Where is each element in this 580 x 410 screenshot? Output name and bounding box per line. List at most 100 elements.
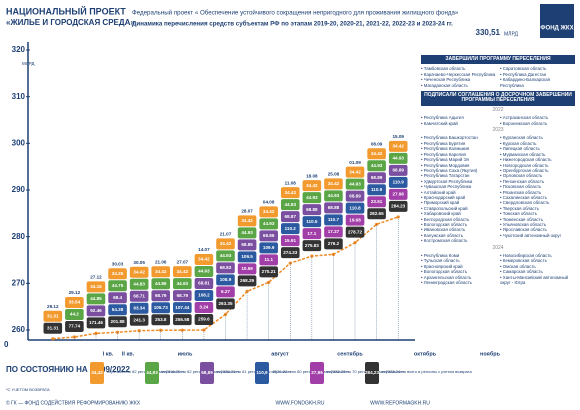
tile-label: 68.79 <box>155 293 167 298</box>
tile-label: 3.24 <box>199 305 208 310</box>
tile <box>388 140 408 152</box>
tile-label: 17.27 <box>328 229 340 234</box>
tile-label: 105.73 <box>154 305 168 310</box>
tile-label: 34.42 <box>155 269 167 274</box>
tile <box>108 268 127 280</box>
tile <box>280 235 300 247</box>
region: Омская область <box>500 264 575 269</box>
tile <box>237 251 257 263</box>
tile <box>237 239 257 251</box>
region: Рязанская область <box>500 190 575 195</box>
tile-label: 44.93 <box>306 195 318 200</box>
tile <box>216 262 235 274</box>
tile-label: 17.1 <box>307 231 316 236</box>
tile <box>345 166 365 178</box>
tile <box>280 223 300 235</box>
region: Магаданская область <box>421 83 496 88</box>
region: Белгородская область <box>421 217 496 222</box>
tile-label: 44.93 <box>328 193 340 198</box>
tile <box>86 293 106 305</box>
tile-label: 34.42 <box>349 169 361 174</box>
legend-swatch <box>310 362 324 384</box>
logo: ФОНД ЖКХ <box>540 26 573 32</box>
tile <box>280 199 300 211</box>
date-label: 15.09 <box>392 134 404 139</box>
region: Ярославская область <box>500 227 575 232</box>
tile <box>194 314 214 326</box>
region: Свердловская область <box>500 200 575 205</box>
tile <box>280 187 300 199</box>
date-label: 11.08 <box>285 180 297 185</box>
tile <box>302 180 322 192</box>
tile-label: 110.9 <box>393 180 405 185</box>
tile <box>237 215 257 227</box>
as-of: ПО СОСТОЯНИЮ НА 19/09/2022 <box>6 365 130 374</box>
tile-label: 6.27 <box>221 289 230 294</box>
tile <box>302 228 322 240</box>
region: Астраханская область <box>500 115 575 120</box>
tile-label: 68.83 <box>220 265 232 270</box>
region: Карачаево-Черкесская Республика <box>421 72 496 77</box>
tile-label: 44.93 <box>177 281 189 286</box>
y-tick-label: 300 <box>12 138 26 147</box>
tile <box>216 238 235 250</box>
month-label: ноябрь <box>480 350 501 357</box>
tile <box>302 240 322 252</box>
tile <box>216 274 235 286</box>
tile-label: 68.85 <box>241 242 253 247</box>
tile-label: 268.29 <box>240 278 254 283</box>
region: Сахалинская область <box>500 195 575 200</box>
tile <box>302 192 322 204</box>
tile-label: 110.9 <box>371 187 383 192</box>
region: Республика Татарстан <box>421 173 496 178</box>
tile-label: 171.46 <box>89 320 103 325</box>
tile <box>237 263 257 275</box>
region: Костромская область <box>421 238 496 243</box>
legend-swatch <box>365 362 379 384</box>
month-label: II кв. <box>122 351 135 357</box>
tile-label: 44.2 <box>70 312 79 317</box>
tile <box>129 302 149 314</box>
y-tick-label: 260 <box>12 325 26 334</box>
date-label: 28.07 <box>241 209 253 214</box>
legend-swatch <box>200 362 214 384</box>
region-list: Республика КомиТульская областьКрасноярс… <box>421 253 575 285</box>
region: Саратовская область <box>500 66 575 71</box>
tile-label: 110.2 <box>285 226 297 231</box>
region: Тамбовская область <box>421 66 496 71</box>
tile <box>388 152 408 164</box>
legend-value: 44,93 <box>146 370 158 375</box>
region: Республика Дагестан <box>500 72 575 77</box>
tile-label: 68.89 <box>392 168 404 173</box>
tile-label: 108.2 <box>198 293 210 298</box>
tile <box>302 204 322 216</box>
tile <box>388 176 408 188</box>
date-label: 18.08 <box>306 173 318 178</box>
tile <box>108 316 127 328</box>
tile <box>367 172 386 184</box>
tile <box>237 275 257 287</box>
tile-label: 34.42 <box>220 241 232 246</box>
tile-label: 110.7 <box>328 217 340 222</box>
tile-label: 92.46 <box>90 308 102 313</box>
tile <box>151 290 171 302</box>
tile <box>216 286 235 298</box>
tile <box>367 208 386 220</box>
y-tick-label: 280 <box>12 232 26 241</box>
tile-label: 15.91 <box>285 238 297 243</box>
region: Вологодская область <box>421 269 496 274</box>
region: Чувашская Республика <box>421 184 496 189</box>
tile <box>345 190 365 202</box>
tile <box>65 321 84 333</box>
date-label: 27.12 <box>90 275 102 280</box>
tile <box>173 278 192 290</box>
tile <box>367 184 386 196</box>
region: Псковская область <box>500 184 575 189</box>
region: Удмуртская Республика <box>421 179 496 184</box>
tile <box>367 148 386 160</box>
tile <box>216 250 235 262</box>
tile-label: 44.93 <box>263 221 275 226</box>
tile-label: 275.83 <box>305 243 319 248</box>
tile-label: 263.35 <box>218 301 232 306</box>
